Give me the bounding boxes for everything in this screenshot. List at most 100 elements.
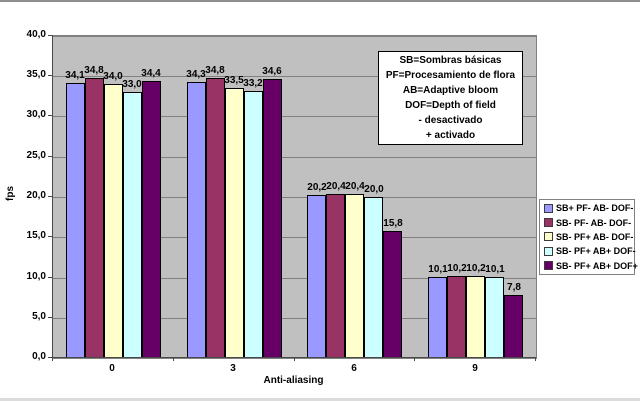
legend-item: SB- PF+ AB+ DOF- — [540, 246, 636, 257]
chart-legend: SB+ PF- AB- DOF- SB- PF- AB- DOF- SB- PF+ … — [539, 199, 638, 275]
bar-value-label: 34,8 — [205, 65, 225, 76]
y-tick-label: 5,0 — [32, 311, 46, 322]
bar — [123, 92, 142, 358]
bar-value-label: 10,2 — [447, 263, 467, 274]
bar-value-label: 10,1 — [428, 264, 448, 275]
bar — [263, 79, 282, 358]
x-tick-mark — [414, 357, 415, 361]
bar-value-label: 33,0 — [122, 79, 142, 90]
legend-item: SB- PF+ AB- DOF- — [540, 232, 634, 242]
y-tick-mark — [48, 357, 52, 358]
gridline — [53, 116, 536, 117]
bar — [428, 277, 447, 358]
x-axis-line — [52, 357, 536, 358]
gridline — [53, 76, 536, 77]
legend-label: SB- PF- AB- DOF- — [556, 217, 632, 228]
bar-value-label: 10,2 — [466, 263, 486, 274]
bar-value-label: 34,8 — [84, 65, 104, 76]
bar-value-label: 34,0 — [103, 71, 123, 82]
gridline — [53, 278, 536, 279]
bar — [66, 83, 85, 358]
y-tick-mark — [48, 277, 52, 278]
legend-swatch — [544, 232, 553, 242]
gridline — [53, 318, 536, 319]
legend-item: SB- PF+ AB+ DOF+ — [540, 261, 638, 271]
bar — [244, 91, 263, 358]
bar — [187, 82, 206, 358]
x-axis-title: Anti-aliasing — [263, 375, 324, 386]
bar-value-label: 33,5 — [224, 75, 244, 86]
x-category-label: 0 — [109, 363, 115, 374]
y-tick-mark — [48, 115, 52, 116]
bar-value-label: 34,1 — [65, 70, 85, 81]
y-tick-mark — [48, 35, 52, 36]
bar — [85, 78, 104, 358]
annotation-line: - desactivado — [418, 115, 483, 126]
y-tick-label: 15,0 — [26, 230, 46, 241]
y-tick-mark — [48, 236, 52, 237]
x-tick-mark — [535, 357, 536, 361]
annotation-line: AB=Adaptive bloom — [402, 85, 499, 96]
y-tick-mark — [48, 156, 52, 157]
annotation-line: SB=Sombras básicas — [399, 55, 502, 66]
bar-value-label: 34,6 — [262, 66, 282, 77]
bar-value-label: 34,3 — [186, 69, 206, 80]
legend-label: SB- PF+ AB+ DOF+ — [556, 260, 638, 271]
legend-swatch — [544, 218, 553, 228]
bar-value-label: 20,4 — [326, 181, 346, 192]
x-category-label: 6 — [351, 363, 357, 374]
bar — [206, 78, 225, 358]
y-tick-mark — [48, 75, 52, 76]
x-category-label: 9 — [472, 363, 478, 374]
y-tick-label: 30,0 — [26, 109, 46, 120]
bar — [307, 195, 326, 358]
y-tick-mark — [48, 317, 52, 318]
annotation-line: PF=Procesamiento de flora — [385, 70, 516, 81]
bar — [225, 88, 244, 358]
y-tick-label: 0,0 — [32, 351, 46, 362]
bar-value-label: 20,2 — [307, 182, 327, 193]
bar — [466, 276, 485, 358]
bar — [345, 194, 364, 358]
y-axis-line — [52, 35, 53, 358]
bar — [326, 194, 345, 358]
legend-item: SB+ PF- AB- DOF- — [540, 203, 634, 213]
bar — [504, 295, 523, 358]
bar — [364, 197, 383, 358]
bar — [104, 84, 123, 358]
bar — [142, 81, 161, 358]
legend-label: SB- PF+ AB+ DOF- — [556, 246, 636, 257]
y-tick-label: 10,0 — [26, 271, 46, 282]
legend-swatch — [544, 261, 553, 271]
x-tick-mark — [52, 357, 53, 361]
y-tick-mark — [48, 196, 52, 197]
y-tick-label: 40,0 — [26, 29, 46, 40]
y-tick-label: 35,0 — [26, 69, 46, 80]
bar-value-label: 34,4 — [141, 68, 161, 79]
bar — [485, 277, 504, 358]
legend-swatch — [544, 203, 553, 213]
y-tick-label: 20,0 — [26, 190, 46, 201]
bar-value-label: 20,0 — [364, 184, 384, 195]
bar — [383, 231, 402, 358]
bar-value-label: 10,1 — [485, 264, 505, 275]
y-tick-label: 25,0 — [26, 150, 46, 161]
bar-value-label: 20,4 — [345, 181, 365, 192]
legend-item: SB- PF- AB- DOF- — [540, 218, 634, 228]
legend-key-annotation: SB=Sombras básicas PF=Procesamiento de f… — [378, 51, 523, 145]
x-tick-mark — [294, 357, 295, 361]
gridline — [53, 237, 536, 238]
annotation-line: + activado — [425, 130, 476, 141]
gridline — [53, 157, 536, 158]
annotation-line: DOF=Depth of field — [405, 100, 496, 111]
bar-value-label: 7,8 — [507, 282, 521, 293]
x-category-label: 3 — [230, 363, 236, 374]
gridline — [53, 197, 536, 198]
legend-label: SB+ PF- AB- DOF- — [556, 203, 634, 214]
legend-swatch — [544, 246, 553, 256]
x-tick-mark — [173, 357, 174, 361]
bar — [447, 276, 466, 358]
legend-label: SB- PF+ AB- DOF- — [556, 231, 634, 242]
bar-value-label: 33,2 — [243, 78, 263, 89]
